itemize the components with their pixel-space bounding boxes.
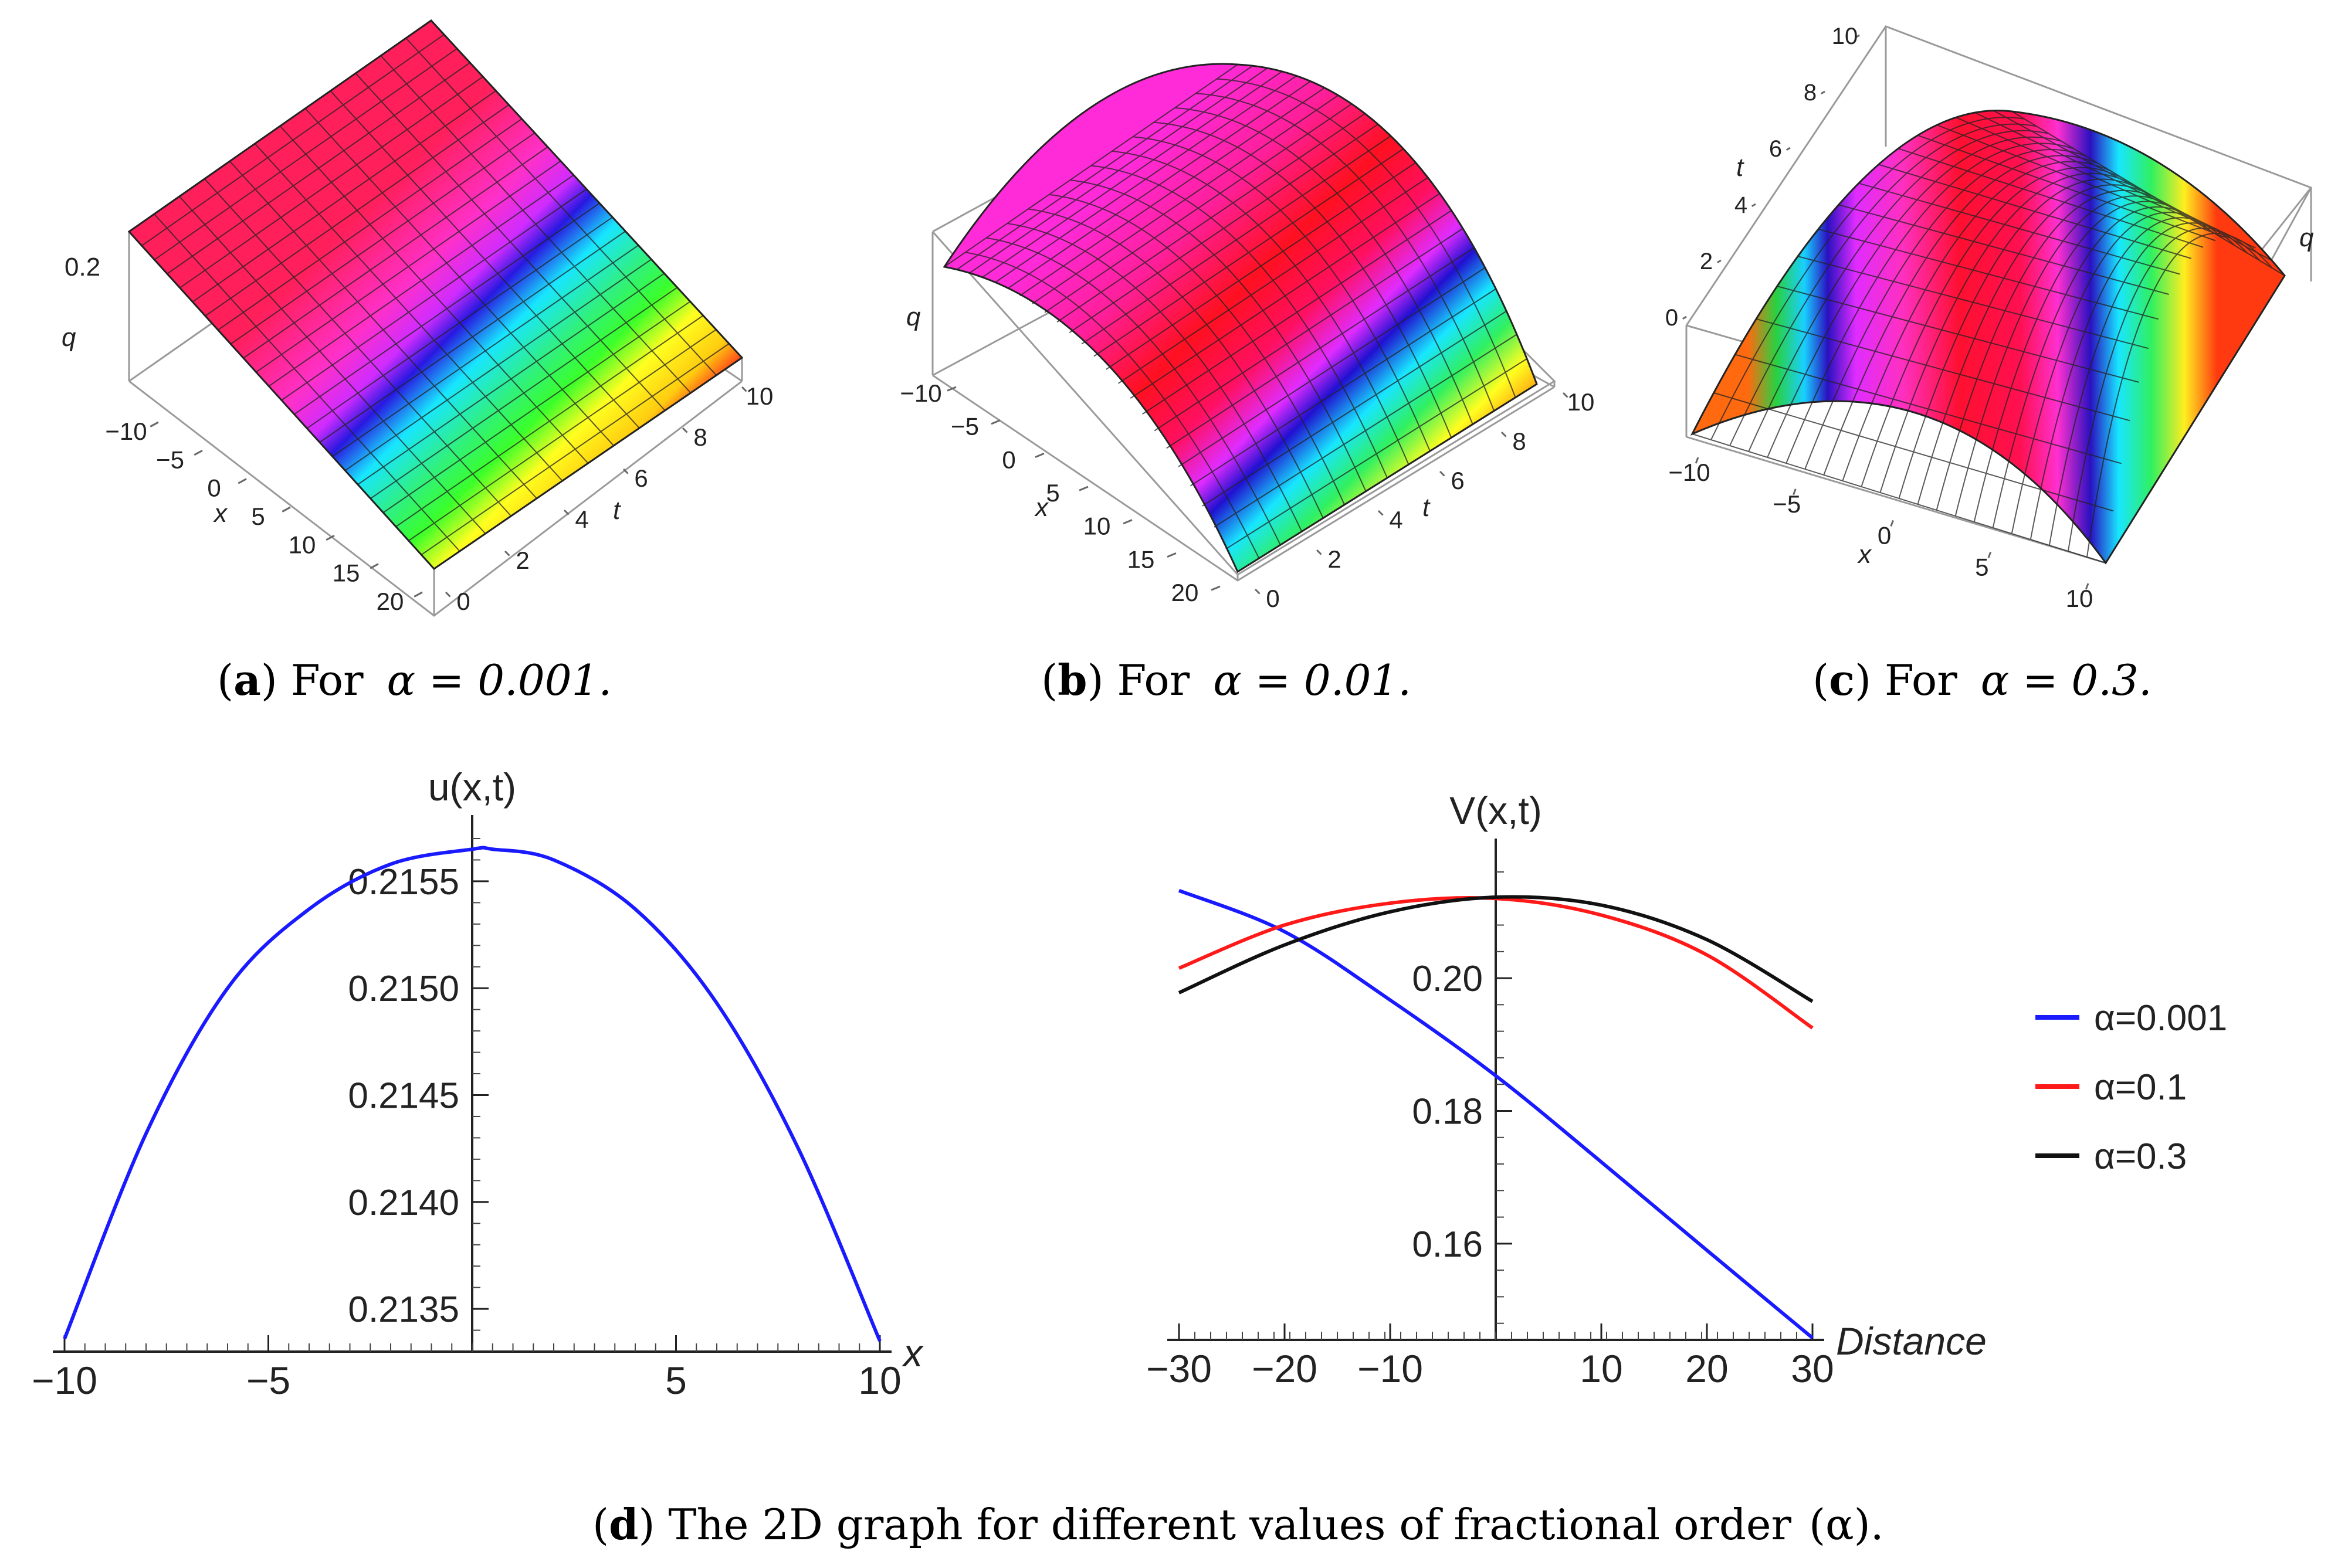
tick-label: 10 [289, 531, 316, 558]
y-tick-label: 0.16 [1412, 1224, 1483, 1265]
y-tick-label: 0.2145 [348, 1076, 459, 1116]
tick-label: 0 [456, 588, 470, 615]
series-line [63, 846, 882, 1342]
tick-label: −5 [1773, 490, 1801, 518]
tick-label: 8 [693, 423, 707, 451]
panel-a-3d: 0.2 q x t −10 −5 0 5 10 15 20 0 2 4 6 8 10 [62, 19, 774, 617]
x-tick-label: −10 [32, 1359, 97, 1402]
x-tick-label: 10 [858, 1359, 901, 1402]
panel-c-mesh [1692, 110, 2285, 564]
tick-label: 5 [1975, 553, 1988, 581]
tick-label: 20 [1171, 579, 1199, 606]
x-tick-label: 20 [1685, 1347, 1728, 1390]
tick-label: 4 [1734, 192, 1747, 218]
x-tick-label: 30 [1791, 1347, 1834, 1390]
chart-v: −30 −20 −10 10 20 30 0.16 0.18 0.20 V(x,t) Distanc… [1146, 789, 2227, 1390]
panel-a-z-tick: 0.2 [65, 253, 100, 281]
x-axis-label: Distance [1836, 1319, 1987, 1363]
x-tick-label: −5 [246, 1359, 290, 1402]
y-tick-label: 0.2155 [348, 862, 459, 902]
panel-b-z-label: q [906, 303, 921, 331]
x-axis-label: x [902, 1331, 924, 1374]
chart-u: −10 −5 5 10 0.2135 0.2140 0.2145 0.2150 0.2155 u(… [32, 765, 924, 1402]
x-tick-label: −10 [1357, 1347, 1423, 1390]
caption-a: (a) For α = 0.001. [217, 655, 612, 705]
tick-label: 6 [1451, 467, 1464, 494]
chart-title: V(x,t) [1449, 789, 1542, 832]
panel-b-x-ticks: −10 −5 0 5 10 15 20 [900, 379, 1221, 606]
panel-c-t-ticks: 0 2 4 6 8 10 [1665, 23, 1860, 331]
panel-c-3d: t q x −10 −5 0 5 10 0 2 4 6 8 10 [1665, 23, 2314, 612]
tick-label: 6 [1769, 136, 1782, 162]
panel-a-surface [127, 19, 744, 570]
tick-label: 10 [1567, 388, 1595, 416]
tick-label: −5 [951, 413, 979, 440]
panel-b-t-label: t [1422, 493, 1431, 522]
caption-c: (c) For α = 0.3. [1812, 655, 2152, 705]
tick-label: 10 [2066, 585, 2093, 612]
tick-label: 10 [746, 382, 774, 410]
panel-c-surface [1690, 110, 2286, 565]
tick-label: −10 [1668, 459, 1710, 486]
panel-c-x-label: x [1857, 540, 1872, 569]
tick-label: 0 [1266, 585, 1279, 612]
tick-label: 4 [575, 505, 588, 533]
y-tick-label: 0.18 [1412, 1091, 1483, 1132]
legend-label: α=0.001 [2094, 998, 2227, 1038]
panel-c-x-ticks: −10 −5 0 5 10 [1668, 457, 2093, 612]
x-tick-label: −20 [1252, 1347, 1317, 1390]
tick-label: 6 [634, 464, 648, 492]
caption-b: (b) For α = 0.01. [1041, 655, 1411, 705]
tick-label: 2 [1327, 545, 1341, 573]
tick-label: 8 [1804, 80, 1817, 106]
y-tick-label: 0.20 [1412, 959, 1483, 999]
panel-a-t-ticks: 0 2 4 6 8 10 [445, 382, 774, 615]
tick-label: 15 [333, 559, 360, 587]
panel-a-z-label: q [62, 323, 76, 352]
tick-label: 8 [1512, 427, 1526, 455]
tick-label: 4 [1389, 506, 1402, 534]
panel-a-mesh [128, 20, 743, 569]
series-line [1178, 895, 1814, 1003]
tick-label: 0 [1002, 446, 1015, 473]
tick-label: 5 [251, 503, 265, 530]
panel-c-t-label: t [1736, 153, 1744, 182]
y-tick-label: 0.2135 [348, 1289, 459, 1330]
y-tick-label: 0.2140 [348, 1183, 459, 1223]
panel-b-t-ticks: 0 2 4 6 8 10 [1254, 388, 1595, 612]
caption-d: (d) The 2D graph for different values of… [592, 1499, 1884, 1549]
panel-b-surface [943, 63, 1538, 573]
tick-label: 10 [1832, 23, 1858, 49]
tick-label: 0 [207, 474, 221, 502]
panel-a-x-label: x [213, 499, 228, 528]
series-line [1178, 888, 1814, 1339]
y-tick-label: 0.2150 [348, 969, 459, 1009]
x-tick-label: 10 [1580, 1347, 1622, 1390]
tick-label: 15 [1127, 545, 1155, 573]
tick-label: −10 [900, 379, 941, 407]
panel-a-x-ticks: −10 −5 0 5 10 15 20 [105, 418, 423, 615]
tick-label: 2 [516, 547, 529, 574]
tick-label: −10 [105, 418, 147, 445]
tick-label: 20 [377, 588, 404, 615]
legend-label: α=0.1 [2094, 1067, 2187, 1108]
panel-b-mesh [944, 64, 1537, 572]
panel-b-3d: q x t −10 −5 0 5 10 15 20 0 2 4 6 8 10 [900, 63, 1595, 612]
tick-label: 0 [1878, 522, 1891, 549]
chart-title: u(x,t) [428, 765, 516, 809]
panel-b-x-label: x [1034, 493, 1049, 522]
x-tick-label: 5 [665, 1359, 687, 1402]
tick-label: 10 [1083, 513, 1111, 540]
tick-label: 2 [1700, 249, 1713, 274]
tick-label: −5 [156, 446, 184, 473]
legend-label: α=0.3 [2094, 1136, 2187, 1177]
x-tick-label: −30 [1146, 1347, 1212, 1390]
panel-c-z-label: q [2299, 223, 2314, 252]
tick-label: 5 [1046, 479, 1059, 507]
tick-label: 0 [1665, 305, 1678, 331]
panel-a-t-label: t [613, 496, 621, 525]
